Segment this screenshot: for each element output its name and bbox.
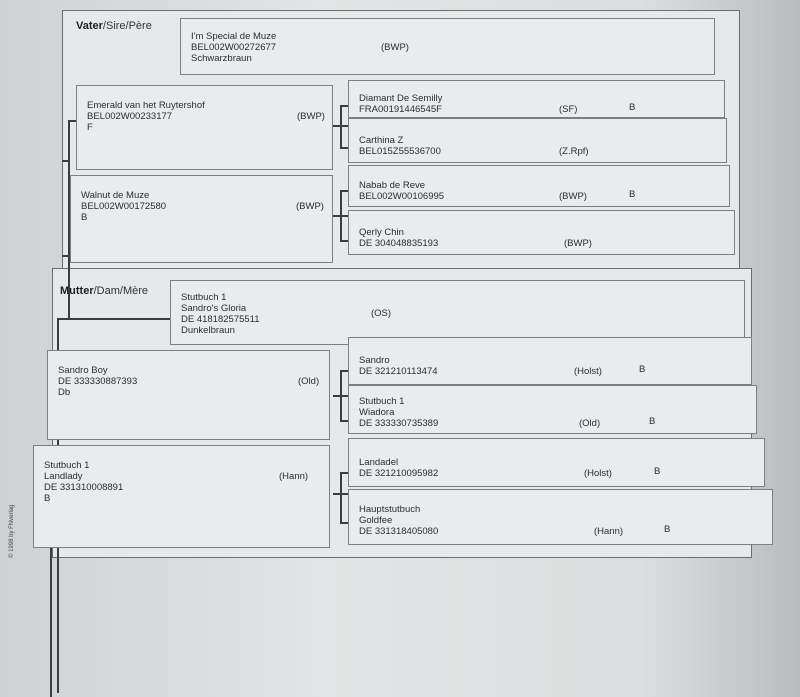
horse-info-line: F xyxy=(87,122,93,133)
mark-label: B xyxy=(654,465,661,477)
horse-info-line: DE 304048835193 xyxy=(359,237,439,249)
studbook-registry: (Hann) xyxy=(279,471,309,482)
studbook-registry: (Z.Rpf) xyxy=(559,145,589,157)
horse-info-line: Sandro Boy xyxy=(58,365,108,376)
studbook-registry: (BWP) xyxy=(297,111,325,122)
sire-title-rest: /Sire/Père xyxy=(102,20,152,32)
horse-info-line: DE 418182575511 xyxy=(181,313,260,325)
studbook-registry: (BWP) xyxy=(296,201,324,212)
horse-info-line: B xyxy=(81,212,88,223)
horse-info-line: DE 333330735389 xyxy=(359,418,439,429)
horse-info-line: Sandro xyxy=(359,355,390,366)
sire-ggp4-horse-box: Qerly Chin DE 304048835193 (BWP) xyxy=(348,210,735,255)
sire-pedigree-connector-line xyxy=(340,190,342,240)
sire-pedigree-connector-line xyxy=(340,105,348,107)
sire-parent-horse-box: I'm Special de Muze BEL002W00272677 Schwar… xyxy=(180,18,715,75)
sire-gp1-horse-box: Emerald van het Ruytershof BEL002W0023317… xyxy=(76,85,333,170)
horse-info-line: DE 331318405080 xyxy=(359,525,439,537)
horse-info-line: Carthina Z xyxy=(359,134,404,146)
sire-ggp2-horse-box: Carthina Z BEL015Z55536700 (Z.Rpf) xyxy=(348,118,727,163)
horse-info-line: DE 321210113474 xyxy=(359,366,438,377)
horse-info-line: Stutbuch 1 xyxy=(359,396,405,407)
dam-pedigree-connector-line xyxy=(340,472,348,474)
sire-pedigree-connector-line xyxy=(68,120,70,318)
dam-ggp3-horse-box: Landadel DE 321210095982 (Holst) B xyxy=(348,438,765,487)
studbook-registry: (Holst) xyxy=(574,366,602,377)
studbook-registry: (BWP) xyxy=(559,191,587,202)
mark-label: B xyxy=(629,189,636,200)
sire-pedigree-connector-line xyxy=(340,105,342,147)
horse-info-line: BEL002W00106995 xyxy=(359,191,445,202)
studbook-registry: (Old) xyxy=(579,418,601,429)
sire-pedigree-connector-line xyxy=(340,240,348,242)
dam-gp1-horse-box: Sandro Boy DE 333330887393 Db (Old) xyxy=(47,350,330,440)
mark-label: B xyxy=(639,364,646,375)
sire-title: Vater/Sire/Père xyxy=(76,20,152,32)
sire-title-bold: Vater xyxy=(76,20,103,32)
dam-ggp4-horse-box: Hauptstutbuch Goldfee DE 331318405080 (Hann… xyxy=(348,489,773,545)
horse-info-line: Nabab de Reve xyxy=(359,180,426,191)
dam-title-rest: /Dam/Mère xyxy=(93,285,149,297)
sire-pedigree-connector-line xyxy=(340,147,348,149)
copyright: © 1998 by FNverlag xyxy=(9,504,15,558)
horse-info-line: Sandro's Gloria xyxy=(181,302,247,314)
dam-gp2-horse-box: Stutbuch 1 Landlady DE 331310008891 B (Hann) xyxy=(33,445,330,548)
dam-pedigree-connector-line xyxy=(340,522,348,524)
dam-pedigree-connector-line xyxy=(340,420,348,422)
dam-pedigree-connector-line xyxy=(340,472,342,524)
dam-ggp1-horse-box: Sandro DE 321210113474 (Holst) B xyxy=(348,337,752,385)
horse-info-line: Db xyxy=(58,387,71,398)
horse-info-line: Stutbuch 1 xyxy=(181,291,227,303)
studbook-registry: (OS) xyxy=(371,307,392,319)
sire-pedigree-connector-line xyxy=(62,255,70,257)
horse-info-line: Qerly Chin xyxy=(359,226,404,238)
studbook-registry: (Holst) xyxy=(584,467,612,479)
horse-info-line: Goldfee xyxy=(359,514,393,526)
mark-label: B xyxy=(664,523,671,535)
dam-pedigree-connector-line xyxy=(57,318,170,320)
studbook-registry: (BWP) xyxy=(381,41,409,53)
sire-pedigree-connector-line xyxy=(62,160,70,162)
horse-info-line: Wiadora xyxy=(359,407,395,418)
horse-info-line: B xyxy=(44,493,51,504)
horse-info-line: FRA00191446545F xyxy=(359,104,442,115)
studbook-registry: (BWP) xyxy=(564,237,592,249)
horse-info-line: BEL002W00233177 xyxy=(87,111,173,122)
horse-info-line: Landadel xyxy=(359,456,399,468)
mark-label: B xyxy=(649,416,656,427)
horse-info-line: Diamant De Semilly xyxy=(359,93,443,104)
horse-info-line: Schwarzbraun xyxy=(191,53,252,64)
mark-label: B xyxy=(629,102,636,113)
dam-pedigree-connector-line xyxy=(340,370,348,372)
horse-info-line: BEL002W00172580 xyxy=(81,201,167,212)
studbook-registry: (Hann) xyxy=(594,525,624,537)
horse-info-line: DE 331310008891 xyxy=(44,482,124,493)
horse-info-line: DE 333330887393 xyxy=(58,376,138,387)
horse-info-line: DE 321210095982 xyxy=(359,467,439,479)
horse-info-line: Emerald van het Ruytershof xyxy=(87,100,205,111)
sire-ggp1-horse-box: Diamant De Semilly FRA00191446545F (SF) B xyxy=(348,80,725,118)
dam-title-bold: Mutter xyxy=(60,285,94,297)
horse-info-line: Hauptstutbuch xyxy=(359,503,421,515)
sire-gp2-horse-box: Walnut de Muze BEL002W00172580 B (BWP) xyxy=(70,175,333,263)
dam-ggp2-horse-box: Stutbuch 1 Wiadora DE 333330735389 (Old) B xyxy=(348,385,757,434)
horse-info-line: Landlady xyxy=(44,471,83,482)
sire-ggp3-horse-box: Nabab de Reve BEL002W00106995 (BWP) B xyxy=(348,165,730,207)
horse-info-line: BEL015Z55536700 xyxy=(359,145,441,157)
horse-info-line: Stutbuch 1 xyxy=(44,460,90,471)
horse-info-line: I'm Special de Muze xyxy=(191,31,277,42)
horse-info-line: Dunkelbraun xyxy=(181,324,235,336)
horse-info-line: BEL002W00272677 xyxy=(191,42,277,53)
horse-info-line: Walnut de Muze xyxy=(81,190,150,201)
studbook-registry: (Old) xyxy=(298,376,320,387)
dam-pedigree-connector-line xyxy=(340,370,342,422)
sire-pedigree-connector-line xyxy=(340,190,348,192)
dam-title: Mutter/Dam/Mère xyxy=(60,285,148,297)
studbook-registry: (SF) xyxy=(559,104,578,115)
dam-parent-horse-box: Stutbuch 1 Sandro's Gloria DE 418182575511… xyxy=(170,280,745,345)
